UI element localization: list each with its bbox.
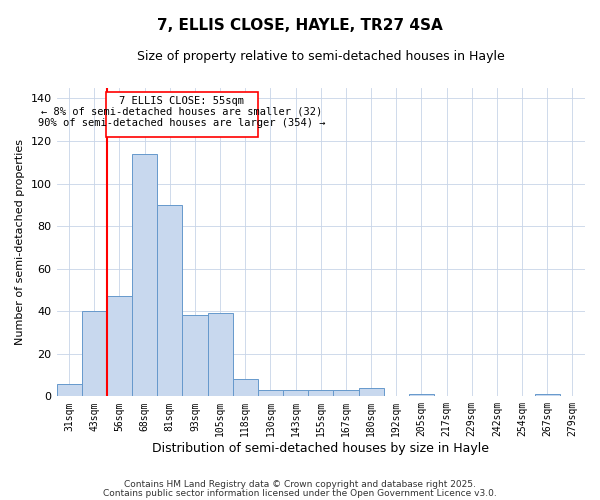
Text: Contains public sector information licensed under the Open Government Licence v3: Contains public sector information licen…	[103, 488, 497, 498]
Bar	[233, 380, 258, 396]
Text: Contains HM Land Registry data © Crown copyright and database right 2025.: Contains HM Land Registry data © Crown c…	[124, 480, 476, 489]
Text: 7 ELLIS CLOSE: 55sqm: 7 ELLIS CLOSE: 55sqm	[119, 96, 244, 106]
Bar	[308, 390, 334, 396]
X-axis label: Distribution of semi-detached houses by size in Hayle: Distribution of semi-detached houses by …	[152, 442, 489, 455]
Y-axis label: Number of semi-detached properties: Number of semi-detached properties	[15, 139, 25, 345]
Text: ← 8% of semi-detached houses are smaller (32): ← 8% of semi-detached houses are smaller…	[41, 107, 322, 117]
Bar	[208, 314, 233, 396]
Text: 7, ELLIS CLOSE, HAYLE, TR27 4SA: 7, ELLIS CLOSE, HAYLE, TR27 4SA	[157, 18, 443, 32]
Bar	[132, 154, 157, 396]
Title: Size of property relative to semi-detached houses in Hayle: Size of property relative to semi-detach…	[137, 50, 505, 63]
Bar	[157, 205, 182, 396]
Bar	[535, 394, 560, 396]
Bar	[82, 311, 107, 396]
Bar	[182, 316, 208, 396]
Bar	[359, 388, 383, 396]
Bar	[409, 394, 434, 396]
Bar	[334, 390, 359, 396]
Bar	[107, 296, 132, 396]
Bar	[258, 390, 283, 396]
Text: 90% of semi-detached houses are larger (354) →: 90% of semi-detached houses are larger (…	[38, 118, 325, 128]
Bar	[106, 92, 258, 136]
Bar	[283, 390, 308, 396]
Bar	[56, 384, 82, 396]
